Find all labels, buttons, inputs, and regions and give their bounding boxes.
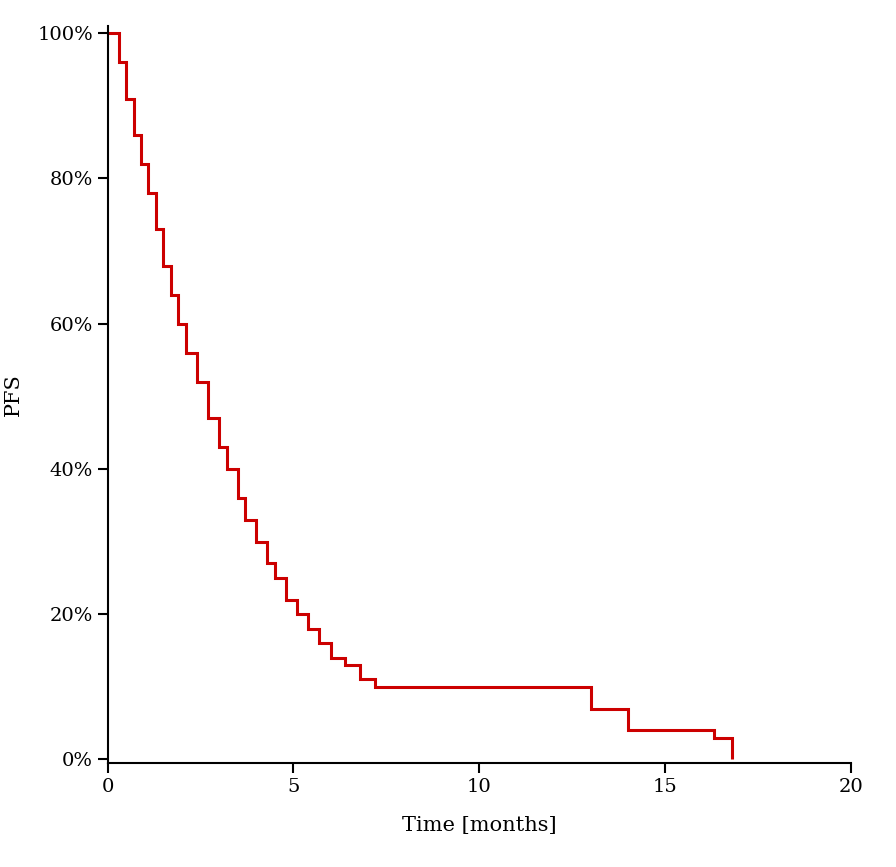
X-axis label: Time [months]: Time [months] bbox=[402, 817, 556, 836]
Y-axis label: PFS: PFS bbox=[4, 373, 23, 416]
